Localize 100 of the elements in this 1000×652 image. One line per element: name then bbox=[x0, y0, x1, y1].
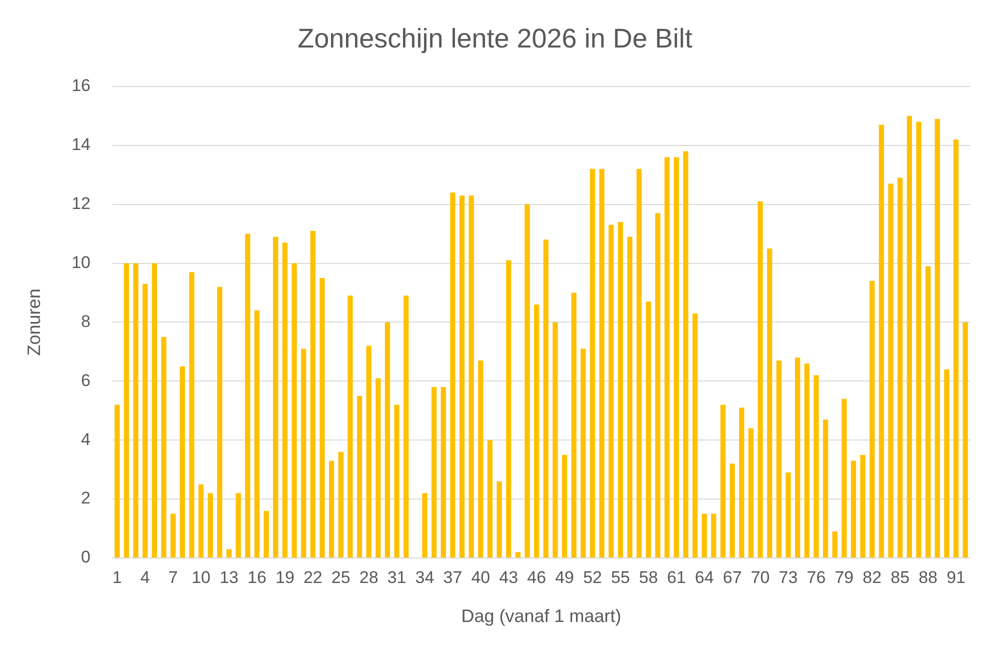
bar bbox=[450, 192, 456, 558]
bar bbox=[254, 310, 260, 558]
bar bbox=[320, 278, 325, 558]
x-tick-label: 58 bbox=[638, 568, 658, 587]
bar bbox=[730, 464, 735, 558]
bar bbox=[142, 284, 148, 558]
bar bbox=[282, 242, 288, 558]
bar bbox=[814, 375, 819, 558]
bar bbox=[571, 292, 576, 558]
bar bbox=[934, 118, 940, 558]
bar bbox=[356, 396, 362, 558]
bar bbox=[795, 358, 800, 558]
bar bbox=[916, 122, 922, 558]
x-tick-label: 67 bbox=[722, 568, 742, 587]
bar bbox=[552, 322, 558, 558]
x-tick-label: 70 bbox=[750, 568, 770, 587]
bar bbox=[804, 363, 810, 558]
bar bbox=[236, 493, 241, 558]
bar bbox=[870, 280, 875, 558]
y-tick-label: 2 bbox=[81, 488, 91, 508]
bar bbox=[124, 263, 130, 558]
bar bbox=[618, 222, 624, 558]
y-tick-label: 8 bbox=[81, 312, 91, 331]
chart-title: Zonneschijn lente 2026 in De Bilt bbox=[298, 24, 693, 54]
bar bbox=[487, 440, 493, 558]
x-tick-label: 46 bbox=[527, 568, 546, 587]
y-tick-label: 6 bbox=[81, 370, 91, 390]
x-tick-label: 52 bbox=[583, 568, 602, 587]
x-tick-label: 88 bbox=[918, 568, 938, 587]
bar bbox=[515, 552, 521, 558]
bar bbox=[580, 348, 586, 558]
bar bbox=[404, 296, 409, 558]
y-tick-label: 10 bbox=[72, 252, 91, 272]
bar bbox=[245, 234, 250, 558]
bar bbox=[468, 195, 474, 558]
x-tick-label: 16 bbox=[248, 568, 266, 587]
bar bbox=[627, 236, 632, 558]
x-tick-label: 13 bbox=[220, 568, 238, 587]
bar bbox=[152, 263, 158, 558]
bar bbox=[180, 366, 185, 558]
bar bbox=[674, 157, 679, 558]
x-tick-label: 4 bbox=[140, 568, 150, 587]
bar bbox=[888, 184, 894, 558]
bar bbox=[338, 452, 344, 558]
bar bbox=[739, 408, 744, 558]
x-tick-label: 79 bbox=[834, 568, 854, 587]
bar bbox=[264, 510, 269, 558]
bar bbox=[590, 168, 596, 558]
bar bbox=[748, 428, 754, 558]
bar bbox=[562, 454, 568, 558]
x-tick-label: 1 bbox=[112, 568, 122, 587]
x-tick-label: 31 bbox=[387, 568, 406, 587]
y-tick-label: 0 bbox=[81, 548, 91, 567]
bar bbox=[328, 460, 334, 558]
bar bbox=[767, 248, 772, 558]
bar bbox=[114, 404, 120, 558]
bar bbox=[161, 336, 166, 558]
x-tick-label: 76 bbox=[806, 568, 826, 587]
x-tick-label: 43 bbox=[499, 568, 518, 587]
y-tick-label: 12 bbox=[72, 194, 91, 213]
bar bbox=[459, 195, 465, 558]
bar bbox=[702, 514, 707, 558]
bar bbox=[292, 263, 297, 558]
bar bbox=[394, 404, 400, 558]
bar bbox=[898, 178, 903, 558]
y-tick-label: 16 bbox=[72, 76, 91, 96]
x-tick-label: 85 bbox=[890, 568, 910, 587]
bar bbox=[962, 322, 968, 558]
bar bbox=[384, 322, 390, 558]
bar bbox=[692, 313, 698, 558]
bar bbox=[776, 360, 782, 558]
x-tick-label: 49 bbox=[555, 568, 574, 587]
bar bbox=[217, 286, 222, 558]
bar bbox=[543, 240, 548, 558]
bar bbox=[850, 460, 856, 558]
x-tick-label: 64 bbox=[694, 568, 714, 587]
x-tick-label: 22 bbox=[303, 568, 322, 587]
bar bbox=[832, 531, 838, 558]
x-tick-label: 40 bbox=[471, 568, 490, 587]
bar bbox=[506, 260, 512, 558]
bar bbox=[655, 213, 660, 558]
x-tick-label: 34 bbox=[415, 568, 434, 587]
bar bbox=[953, 139, 959, 558]
bar bbox=[683, 151, 688, 558]
bar bbox=[664, 157, 670, 558]
x-tick-label: 28 bbox=[359, 568, 378, 587]
bar bbox=[478, 360, 484, 558]
y-tick-label: 4 bbox=[81, 430, 91, 449]
x-axis-title: Dag (vanaf 1 maart) bbox=[461, 606, 622, 626]
bar bbox=[226, 549, 232, 558]
x-tick-label: 19 bbox=[275, 568, 294, 587]
bar bbox=[301, 348, 306, 558]
x-tick-label: 10 bbox=[192, 568, 211, 587]
y-axis-title: Zonuren bbox=[24, 288, 44, 356]
bar bbox=[440, 387, 446, 558]
bar bbox=[198, 484, 204, 558]
x-tick-label: 7 bbox=[168, 568, 178, 587]
bar bbox=[646, 302, 652, 558]
bar bbox=[599, 168, 604, 558]
bar bbox=[711, 514, 716, 558]
